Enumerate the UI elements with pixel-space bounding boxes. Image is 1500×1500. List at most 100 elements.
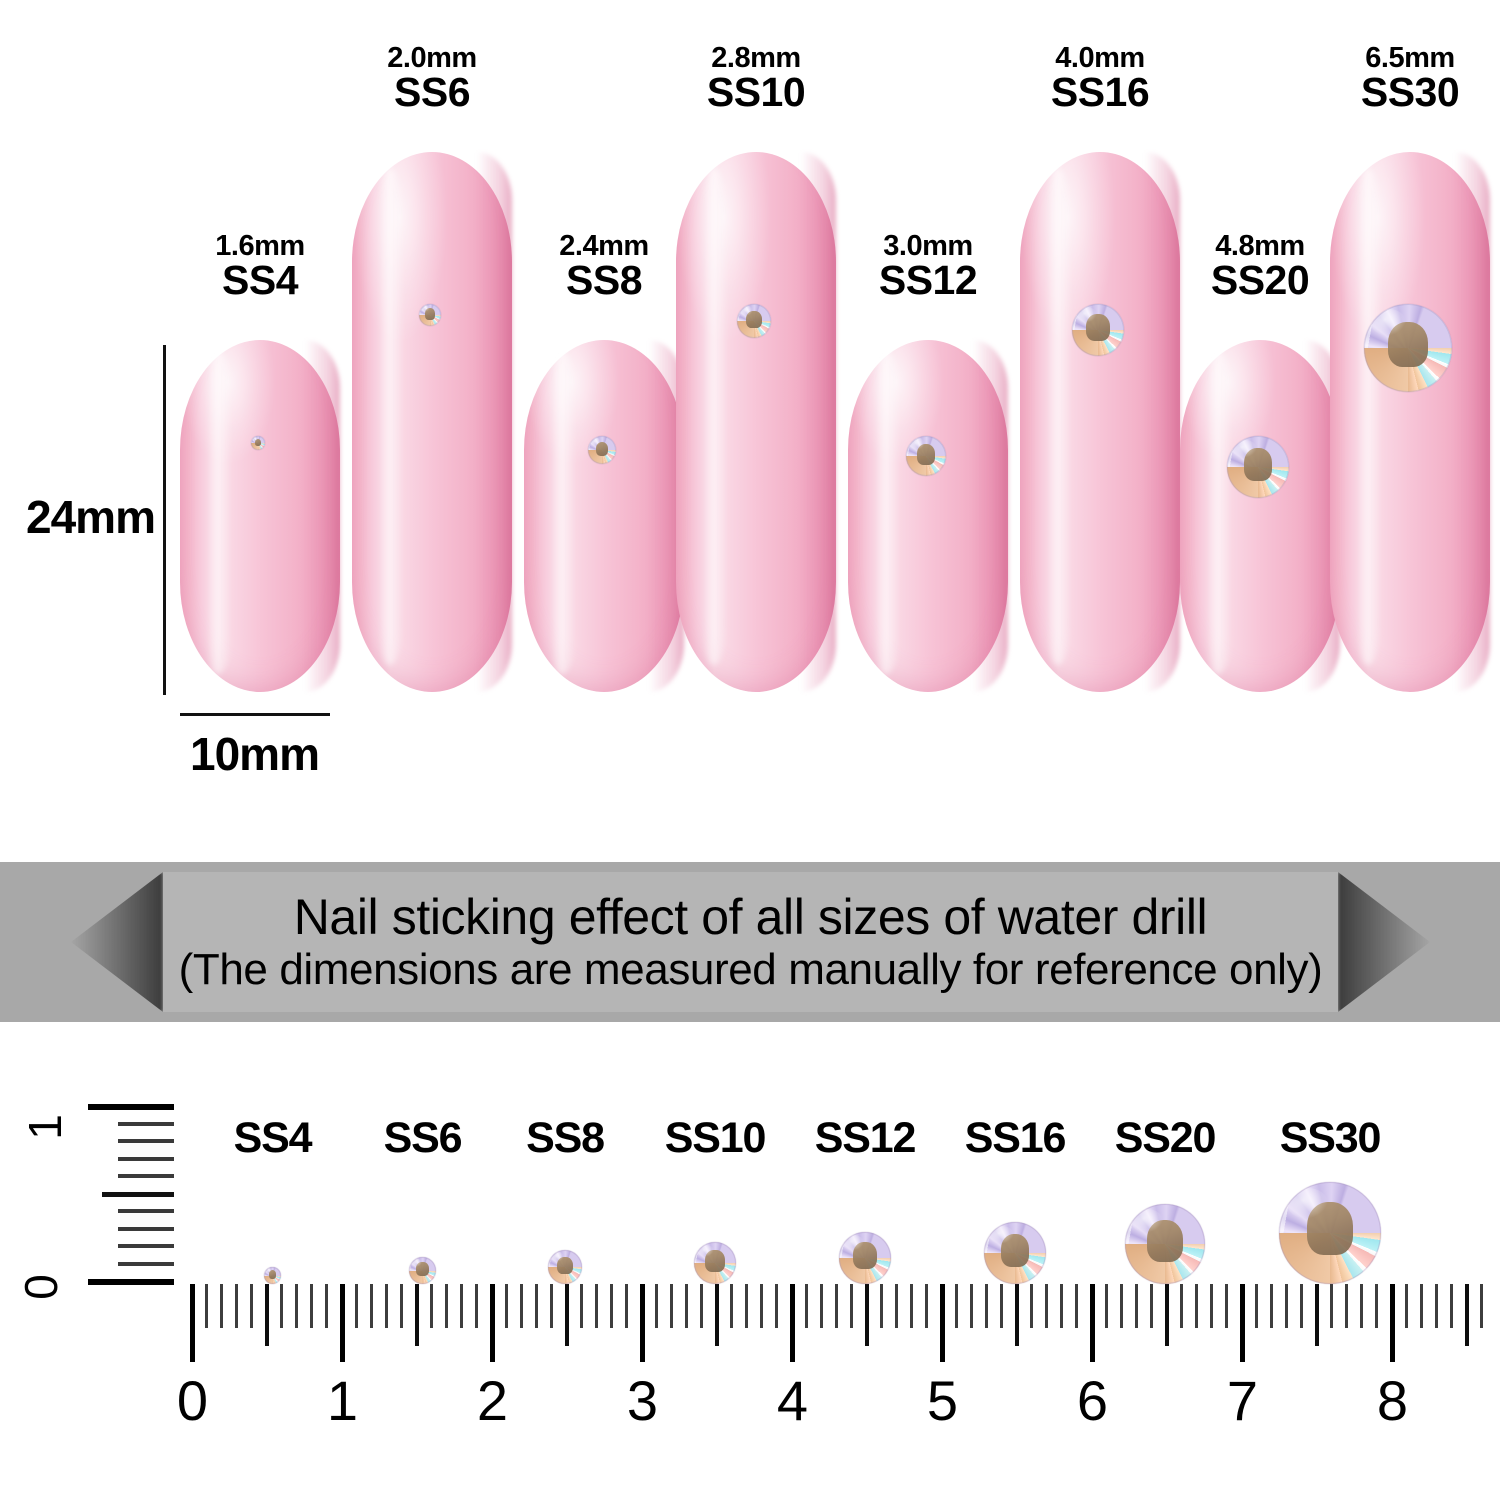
ruler-tick [430, 1284, 433, 1328]
ruler-tick [700, 1284, 703, 1328]
nail-mm-label: 4.8mm [1215, 230, 1305, 262]
ruler-tick [910, 1284, 913, 1328]
gem-facet-core [746, 310, 762, 329]
banner-body: Nail sticking effect of all sizes of wat… [163, 872, 1338, 1012]
nail-label-ss8: 2.4mm SS8 [474, 231, 734, 301]
gem-facet-ring [1072, 304, 1124, 356]
gem-facet-sheen [590, 437, 602, 447]
ruler-tick [370, 1284, 373, 1328]
gem-facet-core [268, 1270, 277, 1280]
nail-column-ss4: 1.6mm SS4 [180, 0, 340, 740]
gem-facet-ring [1125, 1204, 1205, 1284]
gem-facet-sheen [265, 1268, 273, 1274]
ruler-tick [925, 1284, 928, 1328]
gem-facet-sheen [1231, 439, 1257, 459]
ruler-size-label-ss4: SS4 [233, 1114, 313, 1162]
ruler-tick [640, 1284, 645, 1362]
ruler-tick [1315, 1284, 1319, 1346]
ruler-tick [940, 1284, 945, 1362]
ruler-tick [730, 1284, 733, 1328]
ruler-tick [250, 1284, 253, 1328]
gem-facet-ring [264, 1267, 281, 1284]
ruler-tick [1105, 1284, 1108, 1328]
nail-tip [180, 340, 340, 692]
vertical-ruler-tick [118, 1261, 174, 1266]
nail-label-ss12: 3.0mm SS12 [798, 231, 1058, 301]
ruler-tick [1390, 1284, 1395, 1362]
ruler-tick [415, 1284, 419, 1346]
nail-column-ss16: 4.0mm SS16 [1020, 0, 1180, 740]
ruler-rhinestone-ss4 [264, 1267, 281, 1284]
nail-ss-label: SS10 [706, 68, 806, 115]
vertical-ruler-tick [118, 1174, 174, 1178]
nail-column-ss8: 2.4mm SS8 [524, 0, 684, 740]
ruler-tick [1045, 1284, 1048, 1328]
ruler-tick [205, 1284, 208, 1328]
ruler-tick [1120, 1284, 1123, 1328]
ruler-tick [1060, 1284, 1063, 1328]
gem-facet-ring [737, 304, 771, 338]
gem-facet-sheen [1076, 307, 1097, 323]
nail-tip [352, 152, 512, 692]
width-measure-label: 10mm [190, 728, 320, 780]
gem-facet-ring [1364, 304, 1452, 392]
ruler-tick [1015, 1284, 1019, 1346]
nail-tip [1330, 152, 1490, 692]
ruler-tick [1030, 1284, 1033, 1328]
ruler-tick [760, 1284, 763, 1328]
ruler-tick [670, 1284, 673, 1328]
ruler-comparison-section: 1 0 0 1 2 3 4 5 6 7 8 SS4 SS6 SS8 SS10 SS12 SS16 SS20 S… [0, 1022, 1500, 1500]
ruler-tick [1180, 1284, 1183, 1328]
ruler-tick [895, 1284, 898, 1328]
height-measure-line [163, 345, 166, 695]
nail-column-ss30: 6.5mm SS30 [1330, 0, 1490, 740]
ruler-tick [1225, 1284, 1228, 1328]
gem-facet-sheen [909, 438, 926, 451]
ruler-number-6: 6 [1076, 1369, 1108, 1432]
ruler-tick [655, 1284, 658, 1328]
ruler-tick [580, 1284, 583, 1328]
vertical-ruler-tick [118, 1139, 174, 1143]
ruler-tick [595, 1284, 598, 1328]
ruler-size-label-ss8: SS8 [526, 1114, 605, 1162]
ruler-tick [1150, 1284, 1153, 1328]
ruler-tick [1405, 1284, 1408, 1328]
gem-facet-bot [737, 321, 771, 338]
ruler-size-label-ss16: SS16 [964, 1114, 1067, 1162]
ruler-tick [385, 1284, 388, 1328]
nail-size-chart-section: 1.6mm SS4 2.0mm SS6 2.4mm SS8 2.8mm SS10 3.0mm SS… [0, 0, 1500, 855]
gem-facet-bot [251, 443, 265, 450]
ruler-tick [1360, 1284, 1363, 1328]
banner-left-fold-icon [71, 872, 163, 1012]
ruler-tick [520, 1284, 523, 1328]
banner-subtext: (The dimensions are measured manually fo… [178, 945, 1323, 995]
ruler-number-2: 2 [476, 1369, 508, 1432]
ruler-tick [1285, 1284, 1288, 1328]
nail-tip [524, 340, 684, 692]
banner-right-fold-icon [1338, 872, 1430, 1012]
nail-mm-label: 6.5mm [1365, 42, 1455, 74]
rhinestone-ss30 [1364, 304, 1452, 392]
ruler-tick [325, 1284, 328, 1328]
ruler-tick [280, 1284, 283, 1328]
ruler-tick [445, 1284, 448, 1328]
rhinestone-ss4 [251, 436, 265, 450]
gem-facet-ring [906, 436, 946, 476]
nail-ss-label: SS16 [1050, 68, 1150, 115]
ruler-tick [1330, 1284, 1333, 1328]
ruler-tick [970, 1284, 973, 1328]
gem-facet-sheen [988, 1225, 1014, 1245]
nail-ss-label: SS6 [394, 68, 471, 115]
width-measure-line [180, 713, 330, 716]
vertical-ruler-tick [88, 1104, 174, 1110]
ruler-tick [340, 1284, 345, 1362]
gem-facet-ring [419, 304, 441, 326]
gem-facet-ring [588, 436, 616, 464]
ruler-tick [850, 1284, 853, 1328]
gem-facet-ring [839, 1232, 891, 1284]
vertical-ruler [88, 1104, 174, 1285]
gem-facet-core [254, 438, 262, 447]
height-measure-label: 24mm [26, 491, 156, 543]
vertical-ruler-tick [118, 1226, 174, 1231]
gem-facet-ring [1227, 436, 1289, 498]
